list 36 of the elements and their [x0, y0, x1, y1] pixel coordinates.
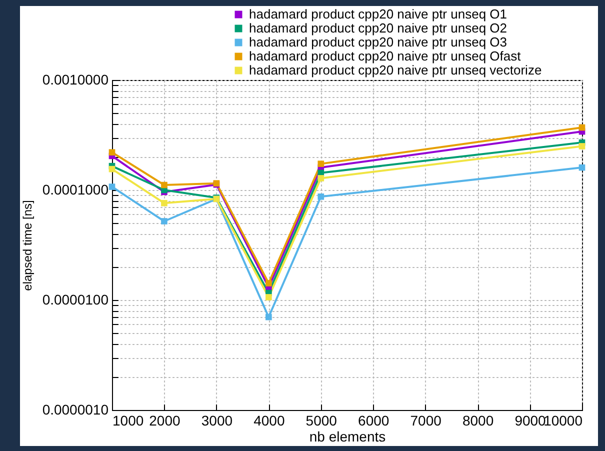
- y-tick-label: 0.0001000: [42, 182, 109, 198]
- point: [161, 218, 168, 224]
- x-tick-label: 6000: [358, 412, 390, 428]
- point: [266, 294, 272, 300]
- x-tick-label: 3000: [201, 412, 233, 428]
- y-tick-label: 0.0010000: [42, 72, 109, 88]
- x-tick-label: 10000: [544, 412, 583, 428]
- point: [266, 314, 272, 320]
- legend-label: hadamard product cpp20 naive ptr unseq O3: [249, 34, 508, 50]
- point: [108, 184, 116, 190]
- point: [266, 280, 272, 286]
- point: [578, 124, 586, 131]
- x-tick-label: 2000: [149, 412, 181, 428]
- x-axis-title: nb elements: [309, 428, 386, 444]
- y-tick-label: 0.0000010: [42, 402, 109, 418]
- point: [318, 175, 324, 182]
- legend-label: hadamard product cpp20 naive ptr unseq vectorize: [249, 62, 542, 78]
- x-tick-label: 5000: [306, 412, 338, 428]
- point: [318, 193, 324, 200]
- point: [578, 143, 586, 150]
- legend-label: hadamard product cpp20 naive ptr unseq Ofast: [249, 48, 522, 64]
- point: [108, 149, 116, 156]
- x-tick-label: 4000: [254, 412, 285, 428]
- point: [578, 164, 586, 171]
- x-tick-label: 9000: [514, 412, 546, 428]
- point: [108, 166, 116, 172]
- x-tick-label: 7000: [410, 412, 442, 428]
- point: [161, 200, 168, 206]
- legend-label: hadamard product cpp20 naive ptr unseq O2: [249, 20, 508, 36]
- y-axis-title: elapsed time [ns]: [20, 200, 34, 291]
- x-tick-label: 1000: [112, 412, 144, 428]
- point: [161, 182, 168, 188]
- x-tick-label: 8000: [462, 412, 494, 428]
- y-tick-label: 0.0000100: [42, 292, 109, 308]
- legend-label: hadamard product cpp20 naive ptr unseq O1: [249, 6, 508, 22]
- point: [318, 160, 324, 167]
